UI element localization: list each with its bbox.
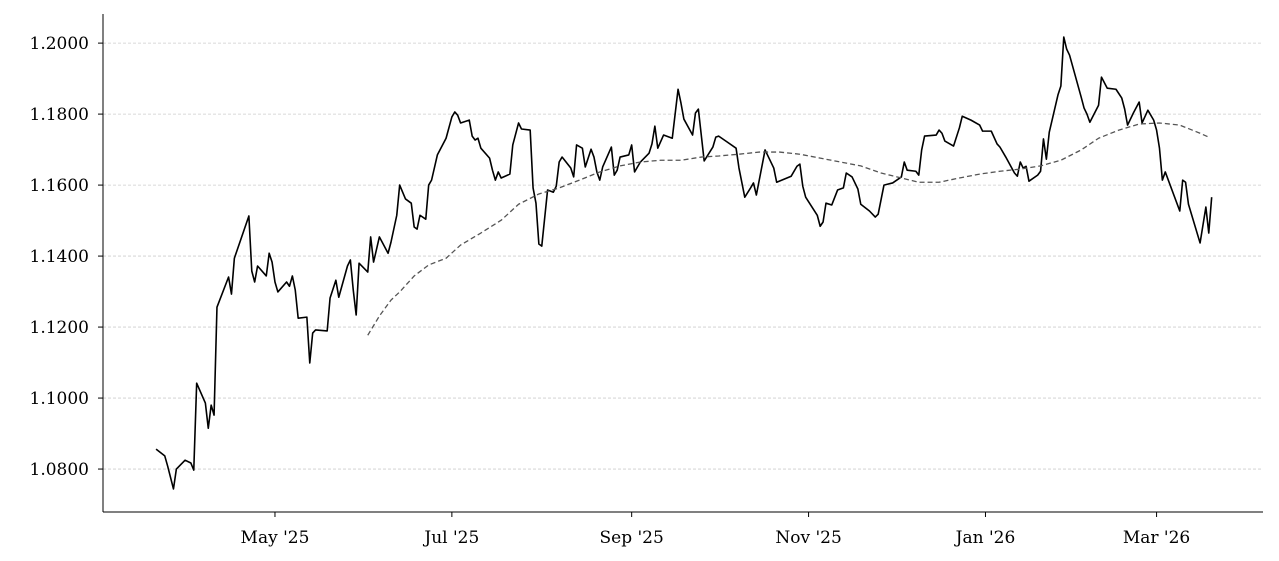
x-tick-label: Nov '25 [775, 528, 841, 548]
y-tick-label: 1.0800 [30, 460, 89, 480]
y-tick-label: 1.1000 [30, 389, 89, 409]
grid [103, 42, 1263, 470]
y-tick-label: 1.1600 [30, 176, 89, 196]
x-tick-label: Sep '25 [600, 528, 664, 548]
series-line [367, 122, 1210, 336]
y-tick-label: 1.1200 [30, 318, 89, 338]
y-tick-label: 1.1800 [30, 105, 89, 125]
x-tick-label: May '25 [241, 528, 310, 548]
ticks: 1.0800 1.1000 1.1200 1.1400 1.1600 1.1800 1.20… [30, 34, 1191, 548]
y-tick-label: 1.2000 [30, 34, 89, 54]
x-tick-label: Jan '26 [954, 528, 1016, 548]
lines [155, 36, 1213, 490]
x-tick-label: Mar '26 [1123, 528, 1190, 548]
series-line [155, 36, 1213, 490]
y-tick-label: 1.1400 [30, 247, 89, 267]
x-tick-label: Jul '25 [422, 528, 479, 548]
